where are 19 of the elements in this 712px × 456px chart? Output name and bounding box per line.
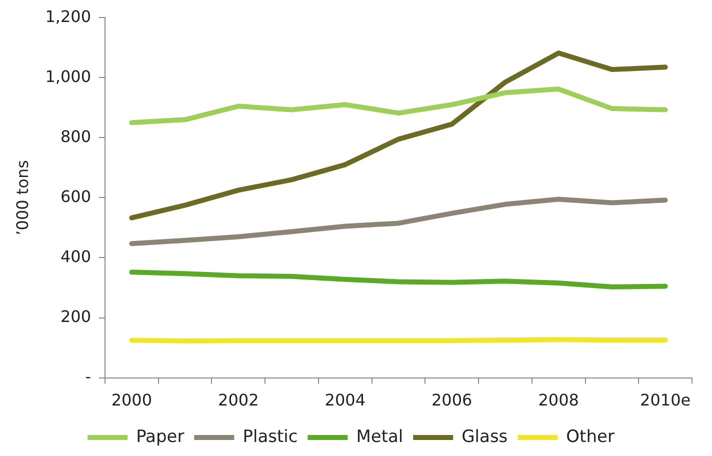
- legend-label: Other: [566, 426, 614, 447]
- y-tick-label: 800: [60, 126, 92, 146]
- y-tick-label: -: [85, 366, 92, 386]
- x-tick-label: 2006: [432, 390, 472, 410]
- legend-label: Plastic: [242, 426, 298, 447]
- y-axis-title: ’000 tons: [12, 160, 32, 236]
- x-tick-label: 2004: [324, 390, 366, 410]
- y-tick-label: 200: [60, 306, 92, 326]
- legend-label: Glass: [462, 426, 508, 447]
- x-tick-label: 2010e: [640, 390, 691, 410]
- legend-label: Paper: [136, 426, 184, 447]
- legend-label: Metal: [356, 426, 404, 447]
- x-tick-label: 2002: [218, 390, 259, 410]
- x-tick-label: 2008: [538, 390, 579, 410]
- x-tick-label: 2000: [111, 390, 152, 410]
- y-tick-label: 1,000: [45, 66, 92, 86]
- y-tick-label: 1,200: [45, 6, 92, 26]
- y-tick-label: 600: [60, 186, 92, 206]
- y-tick-label: 400: [60, 246, 92, 266]
